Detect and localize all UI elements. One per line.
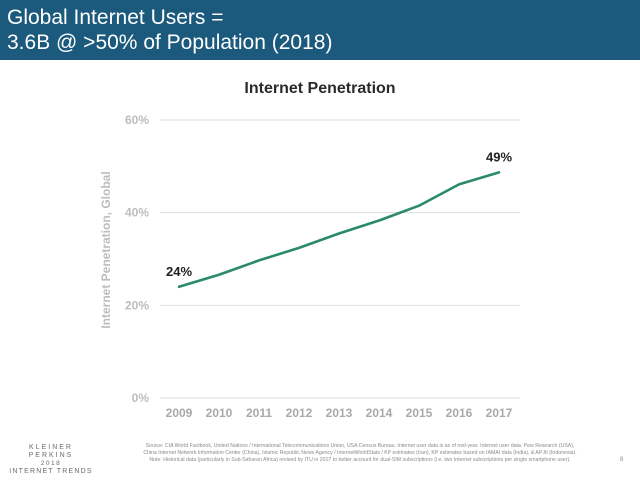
x-tick-label: 2017: [486, 406, 513, 420]
y-axis-label: Internet Penetration, Global: [99, 171, 113, 328]
x-tick-label: 2010: [206, 406, 233, 420]
source-note: Source: CIA World Factbook, United Natio…: [143, 443, 577, 463]
logo-line-2: 2018: [40, 460, 62, 467]
x-tick-label: 2009: [166, 406, 193, 420]
data-label: 49%: [486, 149, 512, 164]
page-number: 8: [620, 457, 624, 463]
x-tick-label: 2012: [286, 406, 313, 420]
series-line: [177, 171, 501, 289]
x-tick-label: 2013: [326, 406, 353, 420]
y-tick-label: 0%: [132, 391, 150, 405]
x-tick-label: 2016: [446, 406, 473, 420]
x-tick-label: 2015: [406, 406, 433, 420]
slide-title-line1: Global Internet Users =: [7, 6, 224, 29]
chart-title: Internet Penetration: [244, 80, 396, 97]
y-tick-label: 20%: [125, 298, 149, 312]
slide-title-line2: 3.6B @ >50% of Population (2018): [7, 31, 333, 54]
logo-line-1: KLEINER PERKINS: [28, 444, 74, 459]
y-tick-label: 40%: [125, 206, 149, 220]
brand-logo: KLEINER PERKINS 2018 INTERNET TRENDS: [6, 444, 96, 476]
logo-line-3: INTERNET TRENDS: [9, 468, 93, 475]
slide-header: Global Internet Users = 3.6B @ >50% of P…: [0, 0, 640, 60]
x-tick-label: 2014: [366, 406, 393, 420]
y-tick-label: 60%: [125, 113, 149, 127]
x-tick-label: 2011: [246, 406, 272, 420]
data-label: 24%: [166, 264, 192, 279]
